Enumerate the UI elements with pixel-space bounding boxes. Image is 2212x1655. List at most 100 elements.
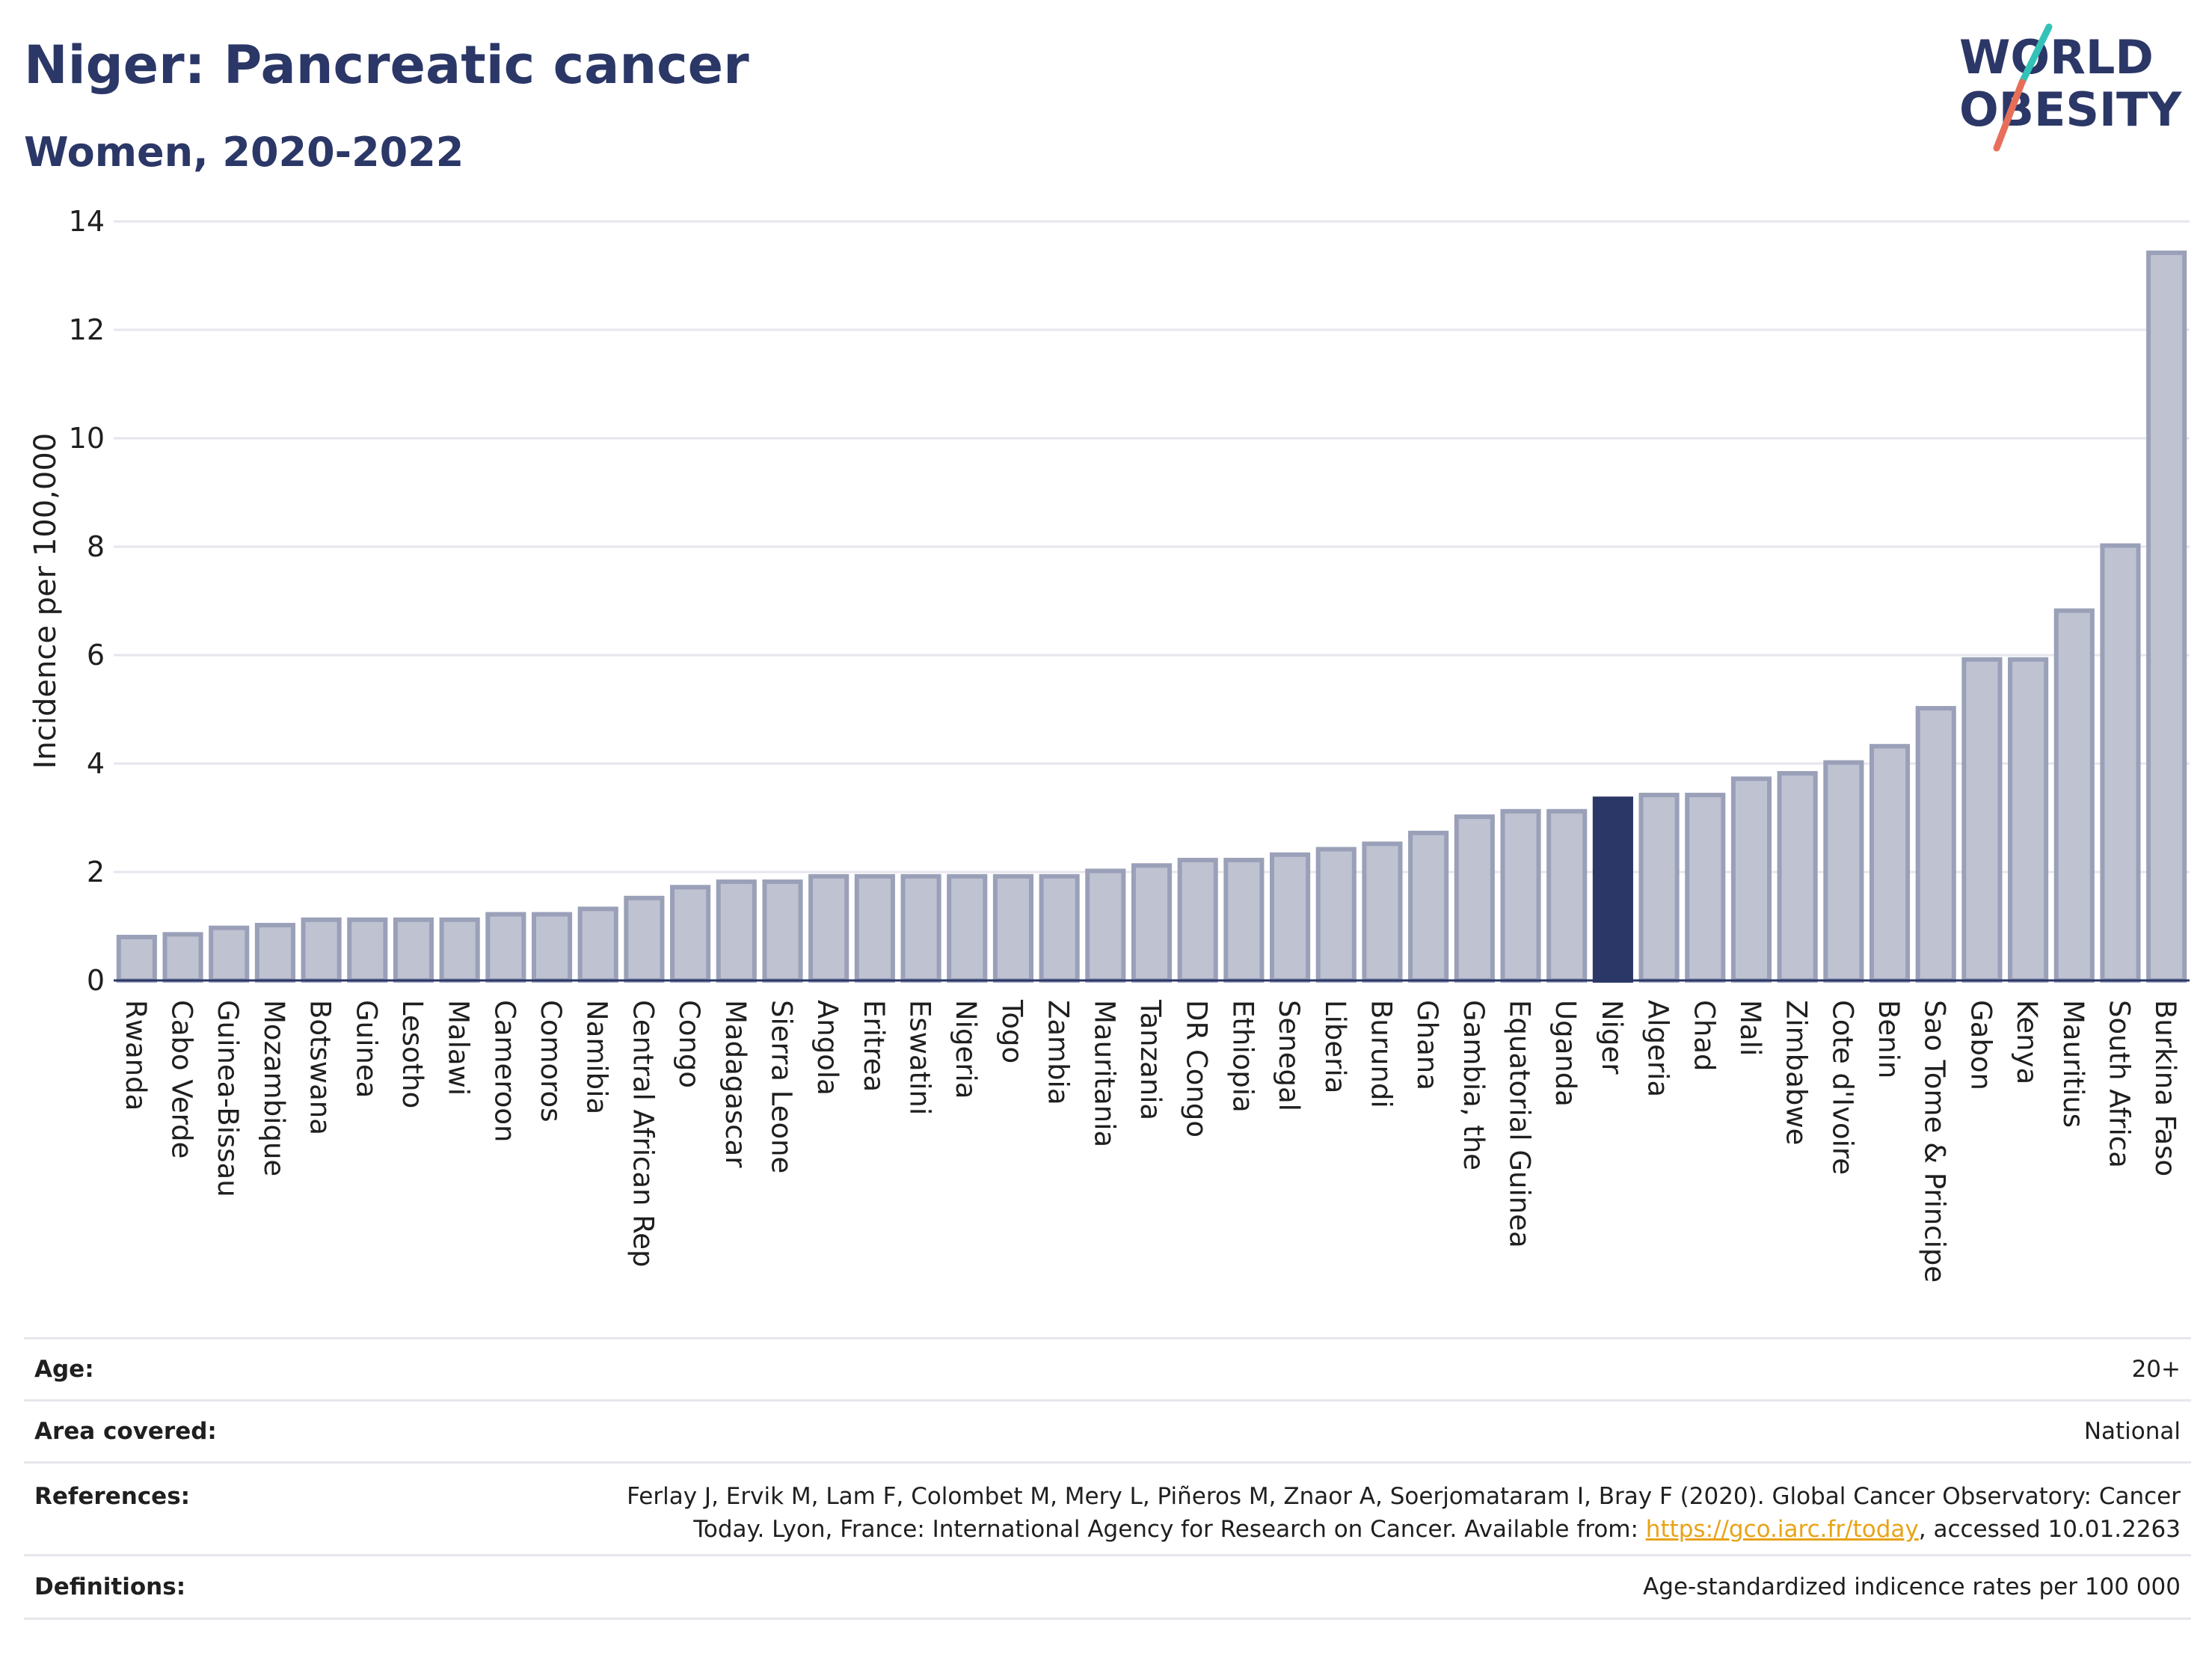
x-tick-label: Mali (1734, 1000, 1766, 1056)
bar-eritrea (854, 873, 895, 983)
bar-cabo-verde (162, 932, 203, 983)
x-tick-label: Ghana (1411, 1000, 1443, 1090)
x-tick-label: Gambia, the (1457, 1000, 1490, 1170)
x-tick-label: Madagascar (719, 1000, 752, 1168)
bar-burundi (1362, 841, 1403, 983)
footer-row-age: Age: 20+ (24, 1337, 2191, 1399)
x-tick-label: Mozambique (258, 1000, 290, 1176)
reference-link[interactable]: https://gco.iarc.fr/today (1645, 1516, 1919, 1543)
bar-lesotho (393, 917, 434, 983)
x-tick-label: Botswana (304, 1000, 337, 1135)
bar-mauritania (1085, 868, 1126, 983)
bar-togo (992, 873, 1033, 983)
bar-senegal (1270, 852, 1311, 983)
footer-key: References: (34, 1483, 191, 1510)
x-tick-label: Senegal (1273, 1000, 1305, 1111)
x-tick-label: South Africa (2103, 1000, 2135, 1168)
bar-zimbabwe (1777, 771, 1818, 983)
bar-malawi (439, 917, 480, 983)
footer-value: National (2083, 1418, 2181, 1445)
bar-mozambique (254, 923, 295, 983)
x-tick-label: Zambia (1042, 1000, 1075, 1105)
x-tick-label: Lesotho (396, 1000, 428, 1108)
chart-title: Niger: Pancreatic cancer (24, 34, 749, 96)
footer-row-definitions: Definitions: Age-standardized indicence … (24, 1554, 2191, 1620)
bar-sierra-leone (762, 879, 803, 983)
footer-value: Age-standardized indicence rates per 100… (1643, 1573, 2181, 1600)
footer-value: Ferlay J, Ervik M, Lam F, Colombet M, Me… (627, 1480, 2191, 1554)
bar-eswatini (900, 873, 941, 983)
world-obesity-logo: WORLD OBESITY (1959, 23, 2182, 152)
x-tick-label: Ethiopia (1226, 1000, 1259, 1113)
bar-equatorial-guinea (1500, 808, 1541, 983)
x-tick-label: Eritrea (858, 1000, 890, 1092)
x-tick-label: Mauritania (1088, 1000, 1120, 1147)
reference-line-1: Ferlay J, Ervik M, Lam F, Colombet M, Me… (627, 1483, 2181, 1510)
logo-text-line2: OBESITY (1959, 82, 2182, 137)
y-tick-label: 0 (87, 964, 105, 997)
x-tick-label: Guinea-Bissau (212, 1000, 244, 1197)
bar-nigeria (947, 873, 988, 983)
y-axis-ticks: 0 2 4 6 8 10 12 14 (69, 205, 105, 997)
x-tick-label: Sao Tome & Principe (1919, 1000, 1951, 1283)
bar-guinea-bissau (209, 925, 250, 983)
reference-line-2: Today. Lyon, France: International Agenc… (693, 1516, 1646, 1543)
x-tick-label: Mauritius (2057, 1000, 2089, 1128)
x-tick-label: Central African Rep (627, 1000, 659, 1268)
bar-uganda (1546, 808, 1588, 983)
x-tick-label: Benin (1872, 1000, 1905, 1078)
x-tick-label: Rwanda (120, 1000, 152, 1111)
reference-line-2-end: , accessed 10.01.2263 (1918, 1516, 2181, 1543)
footer-row-area: Area covered: National (24, 1399, 2191, 1461)
bar-botswana (301, 917, 342, 983)
y-tick-label: 12 (69, 313, 105, 346)
bar-cameroon (485, 912, 526, 983)
bar-gabon (1961, 657, 2003, 983)
chart-footer: Age: 20+ Area covered: National Referenc… (24, 1337, 2191, 1620)
bar-zambia (1039, 873, 1080, 983)
x-tick-label: Cote d'Ivoire (1826, 1000, 1858, 1175)
x-tick-label: Guinea (350, 1000, 382, 1098)
footer-value: 20+ (2131, 1356, 2181, 1383)
bar-central-african-rep (624, 895, 665, 983)
bar-ethiopia (1223, 858, 1265, 983)
bar-sao-tome-principe (1915, 706, 1956, 983)
x-tick-label: Angola (811, 1000, 844, 1096)
x-tick-label: Congo (673, 1000, 705, 1088)
y-tick-label: 6 (87, 639, 105, 672)
x-tick-label: Algeria (1642, 1000, 1674, 1097)
x-tick-label: Zimbabwe (1781, 1000, 1813, 1145)
bar-rwanda (116, 935, 157, 983)
x-tick-label: Liberia (1319, 1000, 1351, 1093)
x-tick-label: Cameroon (488, 1000, 520, 1142)
x-tick-label: Equatorial Guinea (1504, 1000, 1536, 1248)
x-tick-label: Comoros (535, 1000, 567, 1122)
x-tick-label: Cabo Verde (166, 1000, 198, 1158)
bar-chad (1685, 793, 1726, 983)
bar-benin (1869, 743, 1911, 983)
bar-liberia (1315, 847, 1357, 983)
x-tick-label: DR Congo (1181, 1000, 1213, 1137)
x-tick-label: Gabon (1964, 1000, 1997, 1090)
x-tick-label: Sierra Leone (765, 1000, 797, 1173)
bar-dr-congo (1177, 858, 1218, 983)
bar-congo (670, 885, 711, 983)
y-axis-label: Incidence per 100,000 (28, 433, 63, 770)
x-tick-label: Kenya (2011, 1000, 2043, 1084)
x-axis-labels: Rwanda Cabo Verde Guinea-Bissau Mozambique B… (120, 999, 2181, 1283)
bar-cote-d-ivoire (1823, 760, 1864, 983)
footer-row-references: References: Ferlay J, Ervik M, Lam F, Co… (24, 1461, 2191, 1554)
x-tick-label: Burkina Faso (2149, 1000, 2181, 1176)
x-tick-label: Eswatini (904, 1000, 936, 1115)
footer-key: Age: (34, 1356, 94, 1383)
x-tick-label: Namibia (581, 1000, 613, 1114)
footer-key: Definitions: (34, 1573, 186, 1600)
footer-key: Area covered: (34, 1418, 217, 1445)
x-tick-label: Uganda (1549, 1000, 1582, 1107)
bar-tanzania (1131, 863, 1173, 983)
x-tick-label: Togo (996, 999, 1028, 1063)
bar-mali (1730, 776, 1772, 983)
x-tick-label: Burundi (1365, 1000, 1397, 1108)
bar-ghana (1408, 830, 1449, 983)
x-tick-label: Tanzania (1134, 999, 1167, 1120)
